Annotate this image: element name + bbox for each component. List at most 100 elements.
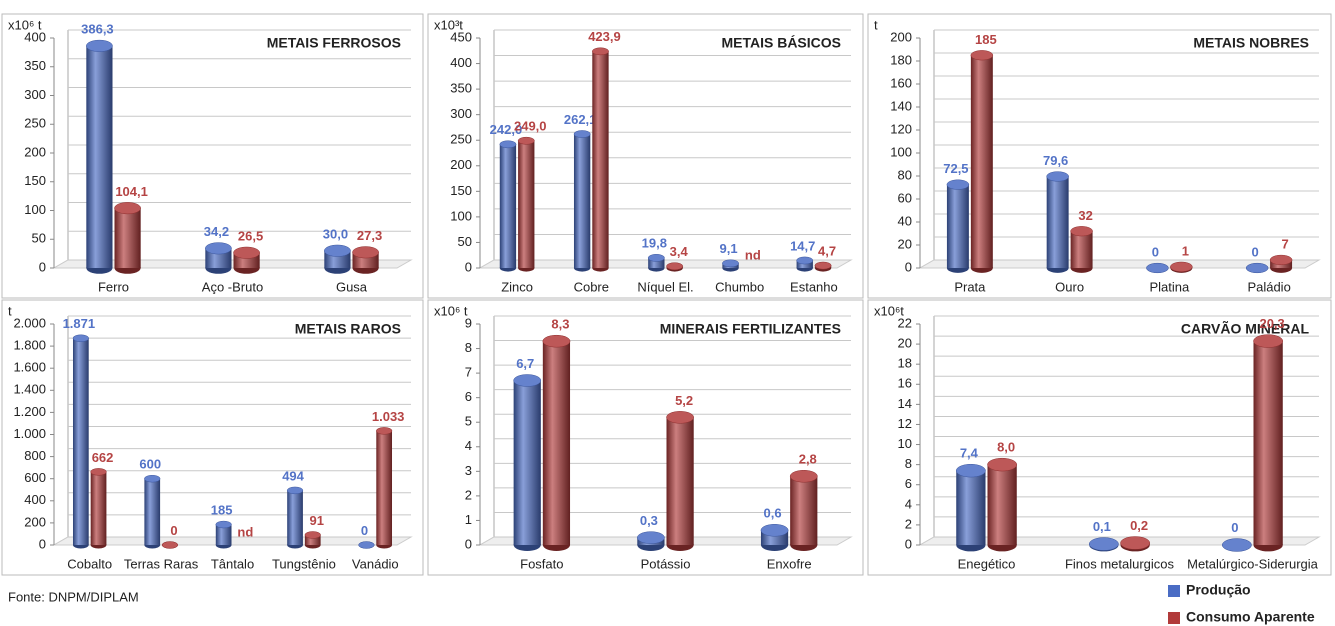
bar xyxy=(956,470,986,545)
value-label: 1.033 xyxy=(372,409,405,424)
bar-top xyxy=(304,531,321,539)
y-tick-label: 450 xyxy=(450,29,472,44)
value-label: 0 xyxy=(1152,245,1159,260)
bar xyxy=(573,134,591,268)
value-label: 19,8 xyxy=(642,236,667,251)
x-tick-label: Zinco xyxy=(501,279,533,294)
y-tick-label: 200 xyxy=(890,29,912,44)
bar xyxy=(287,490,303,545)
bar-top xyxy=(1046,171,1069,182)
value-label: 6,7 xyxy=(516,356,534,371)
x-tick-label: Chumbo xyxy=(715,279,764,294)
bar xyxy=(987,464,1017,545)
bar-top xyxy=(215,520,232,529)
x-tick-label: Cobre xyxy=(574,279,609,294)
chart-title: METAIS FERROSOS xyxy=(267,35,401,51)
x-tick-label: Estanho xyxy=(790,279,838,294)
bar xyxy=(970,55,993,268)
y-tick-label: 350 xyxy=(24,58,46,73)
y-tick-label: 200 xyxy=(450,157,472,172)
bar xyxy=(72,338,89,545)
value-label: 0 xyxy=(1252,245,1259,260)
x-tick-label: Tungstênio xyxy=(272,556,336,571)
y-tick-label: 300 xyxy=(450,106,472,121)
bar-top xyxy=(1070,226,1093,237)
bar-top xyxy=(517,136,535,145)
bar-top xyxy=(814,261,832,270)
bar xyxy=(499,144,517,268)
x-tick-label: Fosfato xyxy=(520,556,563,571)
bar-top xyxy=(946,179,970,190)
y-tick-label: 350 xyxy=(450,81,472,96)
y-tick-label: 800 xyxy=(24,448,46,463)
x-tick-label: Vanádio xyxy=(352,556,399,571)
y-tick-label: 0 xyxy=(39,536,46,551)
y-tick-label: 2.000 xyxy=(13,315,46,330)
y-tick-label: 0 xyxy=(465,259,472,274)
y-tick-label: 3 xyxy=(465,463,472,478)
chart-title: METAIS RAROS xyxy=(295,321,401,337)
y-tick-label: 16 xyxy=(898,376,912,391)
value-label: 104,1 xyxy=(115,184,148,199)
value-label: 91 xyxy=(310,513,324,528)
floor xyxy=(52,536,413,546)
y-tick-label: 12 xyxy=(898,416,912,431)
value-label: 8,0 xyxy=(997,440,1015,455)
bar-top xyxy=(233,246,260,259)
y-tick-label: 140 xyxy=(890,98,912,113)
y-tick-label: 6 xyxy=(465,389,472,404)
bar-top xyxy=(666,411,694,424)
value-label: 185 xyxy=(211,503,233,518)
y-tick-label: 1.800 xyxy=(13,338,46,353)
x-tick-label: Enegético xyxy=(958,556,1016,571)
y-tick-label: 8 xyxy=(465,340,472,355)
y-tick-label: 100 xyxy=(450,208,472,223)
bar-top xyxy=(286,486,304,495)
y-tick-label: 4 xyxy=(905,496,912,511)
x-tick-label: Ferro xyxy=(98,279,129,294)
bar-top xyxy=(72,334,89,342)
x-tick-label: Paládio xyxy=(1247,279,1290,294)
value-label: 494 xyxy=(282,468,304,483)
value-label: 14,7 xyxy=(790,238,815,253)
y-tick-label: 5 xyxy=(465,414,472,429)
y-tick-label: 0 xyxy=(465,536,472,551)
bar-top xyxy=(796,256,814,265)
bar xyxy=(86,45,113,268)
legend-swatch xyxy=(1168,585,1180,597)
x-tick-label: Níquel El. xyxy=(637,279,693,294)
bar xyxy=(114,208,141,268)
x-tick-label: Prata xyxy=(954,279,986,294)
y-tick-label: 1.600 xyxy=(13,360,46,375)
bar-top xyxy=(1269,254,1293,266)
y-tick-label: 200 xyxy=(24,144,46,159)
y-tick-label: 80 xyxy=(898,167,912,182)
bar xyxy=(1253,341,1283,545)
bar xyxy=(1046,176,1069,268)
unit-label: x10³t xyxy=(434,17,463,32)
panel-frame xyxy=(427,299,864,576)
value-label: 9,1 xyxy=(719,241,737,256)
value-label: 5,2 xyxy=(675,393,693,408)
legend-label: Produção xyxy=(1186,582,1251,598)
y-tick-label: 2 xyxy=(465,487,472,502)
value-label: 4,7 xyxy=(818,243,836,258)
value-label: 600 xyxy=(139,457,161,472)
value-label: 185 xyxy=(975,32,997,47)
x-tick-label: Cobalto xyxy=(67,556,112,571)
y-tick-label: 20 xyxy=(898,336,912,351)
value-label: 386,3 xyxy=(81,22,114,37)
bar-top xyxy=(1253,334,1284,348)
bar xyxy=(90,471,107,545)
bar-top xyxy=(789,470,818,483)
y-tick-label: 1.400 xyxy=(13,382,46,397)
back-wall xyxy=(53,316,411,546)
value-label: 27,3 xyxy=(357,228,382,243)
value-label: 8,3 xyxy=(551,317,569,332)
y-tick-label: 400 xyxy=(24,29,46,44)
value-label: 242,0 xyxy=(490,122,523,137)
value-label: 662 xyxy=(92,450,114,465)
y-tick-label: 180 xyxy=(890,52,912,67)
bar-top xyxy=(161,541,179,549)
